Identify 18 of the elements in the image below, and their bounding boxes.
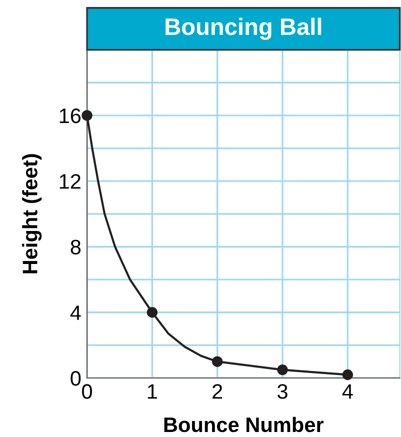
chart-title: Bouncing Ball [166,18,322,40]
y-tick-label: 0 [70,371,81,386]
point [146,307,158,318]
x-tick-label: 3 [278,384,288,399]
x-tick-label: 4 [342,384,353,399]
point [277,364,288,376]
y-tick-label: 12 [60,174,80,189]
point [82,110,92,121]
x-tick-label: 0 [82,384,92,399]
y-tick-label: 16 [60,108,81,124]
y-tick-label: 8 [70,240,81,254]
x-axis-title: Bounce Number [164,416,324,432]
point [342,369,354,380]
y-axis-title: Height (feet) [22,154,42,274]
x-tick-label: 2 [212,384,222,399]
point [212,356,223,367]
y-tick-label: 4 [70,306,81,320]
x-tick-label: 1 [148,384,157,399]
